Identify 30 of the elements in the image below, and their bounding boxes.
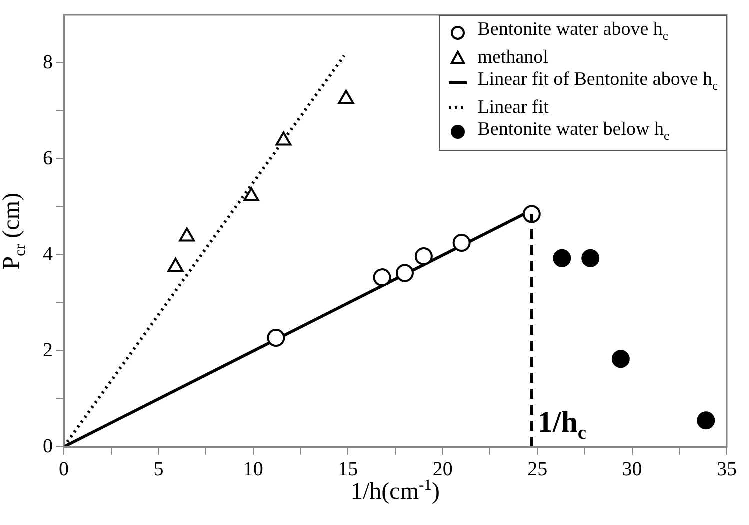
ref-line-label: 1/h$_{c}$ (538, 406, 587, 445)
point (179, 228, 196, 242)
point (414, 247, 433, 266)
point (267, 329, 286, 348)
point (582, 249, 600, 268)
legend-label: Linear fit of Bentonite above h$_{c}$ (478, 68, 718, 95)
legend-label: Bentonite water below h$_{c}$ (478, 118, 670, 144)
point (553, 249, 572, 268)
y-tick-label: 2 (43, 339, 53, 362)
x-tick-label: 25 (528, 458, 548, 480)
point (244, 187, 260, 202)
point (276, 132, 292, 146)
y-tick-label: 8 (43, 51, 53, 74)
y-tick-label: 4 (43, 243, 53, 266)
legend-label: Bentonite water above h$_{c}$ (478, 19, 668, 45)
point (373, 268, 392, 287)
y-tick-label: 6 (43, 147, 53, 170)
point (697, 412, 716, 430)
point (396, 264, 414, 282)
x-tick-label: 35 (717, 458, 737, 480)
legend-label: methanol (478, 46, 548, 69)
point (338, 90, 354, 104)
x-tick-label: 10 (243, 458, 264, 480)
y-tick-label: 0 (43, 435, 53, 458)
x-tick-label: 0 (59, 458, 69, 480)
legend-label: Linear fit (478, 96, 549, 119)
point (452, 234, 471, 252)
x-tick-label: 5 (154, 458, 164, 480)
x-tick-label: 30 (622, 458, 642, 480)
point (612, 350, 630, 368)
